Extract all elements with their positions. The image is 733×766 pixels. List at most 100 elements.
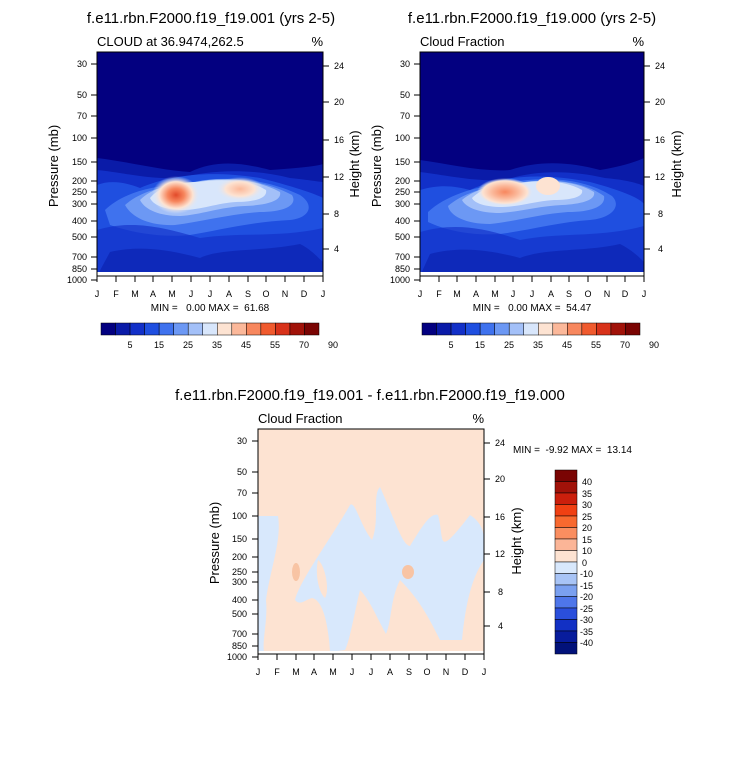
panel-1-x-tick-label: D [301, 289, 308, 299]
panel-2-y-tick-label: 1000 [390, 275, 410, 285]
panel-2-subtitle-right: % [632, 34, 644, 49]
panel-1-x-tick-label: M [168, 289, 176, 299]
colorbar-swatch [554, 504, 578, 517]
panel-2-x-tick-label: J [418, 289, 423, 299]
colorbar-swatch [421, 322, 437, 336]
panel-1-x-tick-label: A [150, 289, 156, 299]
panel-2-x-tick-label: A [548, 289, 554, 299]
panel-3-y-tick-label: 50 [237, 467, 247, 477]
panel-2-colorbar-label: 70 [620, 340, 630, 350]
panel-2: f.e11.rbn.F2000.f19_f19.000 (yrs 2-5) Cl… [369, 10, 684, 350]
panel-3-colorbar-swatches [554, 469, 578, 655]
colorbar-swatch [304, 322, 320, 336]
panel-2-stats: MIN = 0.00 MAX = 54.47 [473, 303, 592, 314]
panel-1-y-tick-label: 200 [72, 176, 87, 186]
panel-3-colorbar-label: 15 [582, 535, 592, 545]
panel-2-y-tick-label: 700 [395, 252, 410, 262]
panel-1-colorbar-label: 15 [154, 340, 164, 350]
panel-1-y-tick-label: 70 [77, 111, 87, 121]
panel-3-y-tick-label: 150 [232, 534, 247, 544]
colorbar-swatch [523, 322, 539, 336]
panel-3-colorbar-label: 0 [582, 558, 587, 568]
panel-2-height-tick-label: 20 [655, 97, 665, 107]
colorbar-swatch [610, 322, 626, 336]
colorbar-swatch [217, 322, 233, 336]
panel-3-colorbar: 40 35 30 25 20 15 10 0 -10 -15 -20 -25 -… [554, 469, 593, 655]
colorbar-swatch [554, 584, 578, 597]
panel-3-x-tick-label: N [443, 667, 450, 677]
panel-3-x-tick-label: S [406, 667, 412, 677]
panel-2-height-tick-label: 8 [658, 209, 663, 219]
colorbar-swatch [552, 322, 568, 336]
panel-2-height-tick-label: 24 [655, 61, 665, 71]
colorbar-swatch [567, 322, 583, 336]
colorbar-swatch [554, 561, 578, 574]
panel-2-colorbar-label: 45 [562, 340, 572, 350]
panel-2-colorbar: 5 15 25 35 45 55 70 90 [421, 322, 659, 350]
panel-3-y-tick-label: 400 [232, 595, 247, 605]
panel-2-x-tick-label: D [622, 289, 629, 299]
colorbar-swatch [554, 527, 578, 540]
panel-1-x-tick-label: N [282, 289, 289, 299]
panel-2-y-axis-label: Pressure (mb) [369, 125, 384, 207]
colorbar-swatch [465, 322, 481, 336]
panel-2-x-tick-label: F [436, 289, 442, 299]
panel-1-height-tick-label: 8 [334, 209, 339, 219]
colorbar-swatch [158, 322, 174, 336]
panel-2-x-tick-label: N [604, 289, 611, 299]
panel-2-x-tick-label: J [511, 289, 516, 299]
panel-2-colorbar-label: 35 [533, 340, 543, 350]
colorbar-swatch [115, 322, 131, 336]
panel-3-x-tick-label: J [256, 667, 261, 677]
panel-1-colorbar-label: 90 [328, 340, 338, 350]
panel-1-y-tick-label: 250 [72, 187, 87, 197]
panel-3-title: f.e11.rbn.F2000.f19_f19.001 - f.e11.rbn.… [175, 387, 565, 404]
colorbar-swatch [554, 642, 578, 655]
panel-2-colorbar-label: 55 [591, 340, 601, 350]
panel-1-colorbar-label: 55 [270, 340, 280, 350]
panel-2-x-tick-label: J [642, 289, 647, 299]
colorbar-swatch [479, 322, 495, 336]
panel-1-y-tick-label: 100 [72, 133, 87, 143]
panel-3-contour-field [258, 429, 484, 654]
panel-1-colorbar-label: 25 [183, 340, 193, 350]
colorbar-swatch [554, 596, 578, 609]
panel-3-height-tick-label: 8 [498, 587, 503, 597]
panel-3-y-tick-label: 200 [232, 552, 247, 562]
panel-2-y-tick-label: 850 [395, 264, 410, 274]
panel-1-x-tick-label: J [208, 289, 213, 299]
panel-3-y-tick-label: 850 [232, 641, 247, 651]
panel-3-colorbar-label: -15 [580, 581, 593, 591]
panel-2-y-tick-label: 30 [400, 59, 410, 69]
panel-3-height-tick-label: 4 [498, 621, 503, 631]
panel-2-contour-field [420, 52, 644, 276]
panel-3-x-tick-label: A [387, 667, 393, 677]
colorbar-swatch [275, 322, 291, 336]
panel-3: f.e11.rbn.F2000.f19_f19.001 - f.e11.rbn.… [175, 387, 632, 677]
panel-1-colorbar-label: 70 [299, 340, 309, 350]
panel-1-y-tick-label: 1000 [67, 275, 87, 285]
panel-3-colorbar-label: 40 [582, 477, 592, 487]
panel-3-subtitle-left: Cloud Fraction [258, 411, 343, 426]
colorbar-swatch [129, 322, 145, 336]
panel-2-title: f.e11.rbn.F2000.f19_f19.000 (yrs 2-5) [408, 10, 656, 27]
panel-1-height-tick-label: 24 [334, 61, 344, 71]
panel-3-height-tick-label: 12 [495, 549, 505, 559]
colorbar-swatch [289, 322, 305, 336]
panel-1-colorbar: 5 15 25 35 45 55 70 90 [100, 322, 338, 350]
panel-3-colorbar-label: -40 [580, 638, 593, 648]
panel-3-y-tick-label: 300 [232, 577, 247, 587]
panel-3-x-tick-label: M [292, 667, 300, 677]
panel-1-y-tick-label: 30 [77, 59, 87, 69]
panel-1-y-tick-label: 400 [72, 216, 87, 226]
panel-3-colorbar-label: -25 [580, 604, 593, 614]
panel-3-colorbar-label: -35 [580, 627, 593, 637]
panel-1-x-tick-label: M [131, 289, 139, 299]
panel-2-x-tick-label: O [584, 289, 591, 299]
panel-1-x-tick-label: O [262, 289, 269, 299]
colorbar-swatch [494, 322, 510, 336]
panel-1-x-tick-label: J [95, 289, 100, 299]
panel-3-x-tick-label: D [462, 667, 469, 677]
panel-1-subtitle-right: % [311, 34, 323, 49]
panel-1-y-tick-label: 150 [72, 157, 87, 167]
